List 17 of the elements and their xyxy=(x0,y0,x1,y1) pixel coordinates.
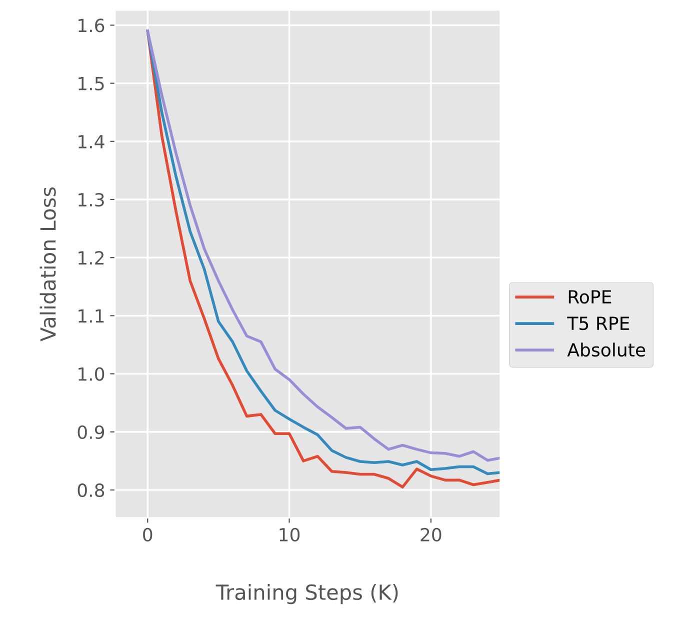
y-tick-label: 1.6 xyxy=(78,18,104,32)
y-tick-label: 0.8 xyxy=(78,483,104,498)
legend-label: Absolute xyxy=(567,342,646,357)
y-tick-label: 1.4 xyxy=(78,135,104,148)
y-tick-label: 1.1 xyxy=(78,309,104,323)
legend-label: RoPE xyxy=(568,290,612,304)
y-tick-label: 1.2 xyxy=(78,251,104,264)
x-tick-label: 10 xyxy=(280,528,300,542)
y-tick-label: 1.3 xyxy=(78,192,104,207)
x-axis-title: Training Steps (K) xyxy=(216,584,398,604)
y-tick-label: 0.9 xyxy=(78,425,104,439)
legend-label: T5 RPE xyxy=(567,316,630,330)
y-tick-label: 1.0 xyxy=(78,367,104,381)
y-tick-label: 1.5 xyxy=(78,76,104,90)
y-axis-title: Validation Loss xyxy=(40,187,56,342)
x-tick-label: 0 xyxy=(143,528,152,542)
x-tick-label: 20 xyxy=(420,528,442,542)
